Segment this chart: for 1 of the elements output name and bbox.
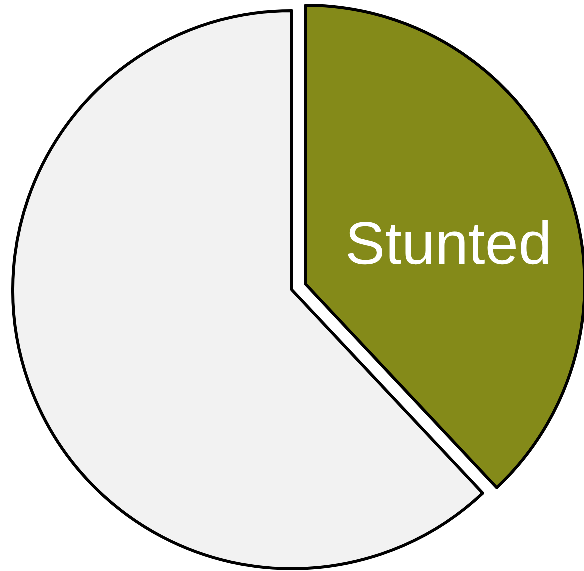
slice-label: Stunted (345, 210, 552, 277)
